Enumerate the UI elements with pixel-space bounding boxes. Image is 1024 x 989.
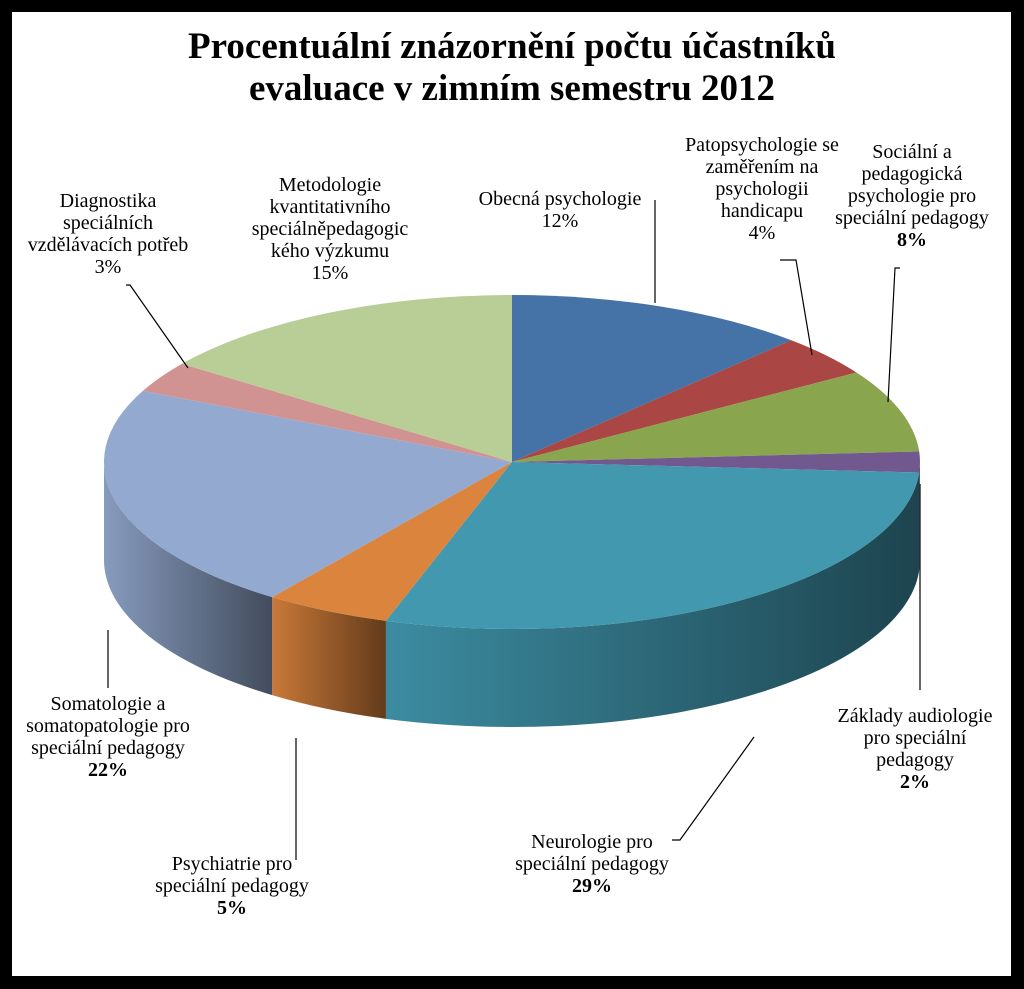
- slice-label-8-line-2: speciálněpedagogic: [252, 218, 409, 240]
- slice-pct-3: 2%: [900, 771, 930, 793]
- pie-side-4: [385, 472, 920, 727]
- slice-label-3-line-1: pro speciální: [864, 727, 967, 749]
- pie-slice-1: [512, 340, 857, 462]
- slice-label-2-line-0: Sociální a: [872, 141, 952, 163]
- slice-label-5-line-1: speciální pedagogy: [155, 875, 309, 897]
- slice-pct-5: 5%: [217, 897, 247, 919]
- chart-title-line-1: Procentuální znázornění počtu účastníků: [188, 26, 836, 67]
- slice-label-0-line-0: Obecná psychologie: [479, 188, 642, 210]
- slice-label-2-line-1: pedagogická: [861, 163, 962, 185]
- leader-line-4: [672, 736, 755, 841]
- slice-pct-8: 15%: [312, 262, 349, 284]
- slice-label-3-line-0: Základy audiologie: [838, 705, 993, 727]
- slice-label-7-line-0: Diagnostika: [60, 190, 157, 212]
- slice-pct-6: 22%: [88, 759, 128, 781]
- label-leader-lines: [107, 200, 921, 860]
- pie-side-walls: [104, 462, 920, 727]
- slice-label-8-line-1: kvantitativního: [269, 196, 390, 218]
- chart-frame: Procentuální znázornění počtu účastníků …: [12, 12, 1011, 976]
- pie-slice-3: [512, 451, 920, 473]
- pie-slice-0: [512, 295, 792, 462]
- slice-label-2-line-3: speciální pedagogy: [835, 207, 989, 229]
- slice-label-4-line-0: Neurologie pro: [531, 831, 653, 853]
- slice-label-6-line-0: Somatologie a: [51, 693, 166, 715]
- pie-side-6: [104, 462, 273, 696]
- slice-pct-0: 12%: [542, 210, 579, 232]
- slice-label-7-line-1: speciálních: [63, 212, 153, 234]
- slice-pct-4: 29%: [572, 875, 612, 897]
- slice-label-1-line-2: psychologii: [715, 178, 809, 200]
- slice-label-8-line-3: kého výzkumu: [271, 240, 389, 262]
- leader-line-7: [126, 284, 189, 369]
- pie-slices: [103, 295, 920, 629]
- leader-line-2: [887, 267, 900, 403]
- slice-label-1-line-0: Patopsychologie se: [685, 134, 839, 156]
- slice-pct-7: 3%: [95, 256, 122, 278]
- slice-label-1-line-1: zaměřením na: [706, 156, 819, 178]
- slice-label-8: Metodologiekvantitativníhospeciálněpedag…: [252, 174, 409, 284]
- slice-label-7-line-2: vzdělávacích potřeb: [28, 234, 188, 256]
- slice-label-8-line-0: Metodologie: [279, 174, 381, 196]
- slice-label-1-line-3: handicapu: [721, 200, 803, 222]
- slice-label-3-line-2: pedagogy: [876, 749, 954, 771]
- slice-label-2-line-2: psychologie pro: [848, 185, 976, 207]
- pie-slice-8: [181, 295, 512, 462]
- slice-label-6-line-1: somatopatologie pro: [26, 715, 190, 737]
- slice-pct-2: 8%: [897, 229, 927, 251]
- pie-slice-5: [272, 462, 512, 621]
- pie-chart: Procentuální znázornění počtu účastníků …: [26, 26, 993, 919]
- pie-slice-2: [512, 372, 920, 462]
- chart-title-line-2: evaluace v zimním semestru 2012: [249, 68, 775, 109]
- pie-slice-6: [103, 390, 513, 598]
- chart-title: Procentuální znázornění počtu účastníků …: [188, 26, 836, 109]
- slice-label-5-line-0: Psychiatrie pro: [172, 853, 293, 875]
- slice-pct-1: 4%: [749, 222, 776, 244]
- slice-label-4-line-1: speciální pedagogy: [515, 853, 669, 875]
- pie-side-5: [272, 597, 386, 719]
- leader-line-1: [780, 259, 813, 356]
- pie-slice-4: [385, 462, 920, 629]
- pie-slice-7: [142, 363, 512, 462]
- slice-label-6-line-2: speciální pedagogy: [31, 737, 185, 759]
